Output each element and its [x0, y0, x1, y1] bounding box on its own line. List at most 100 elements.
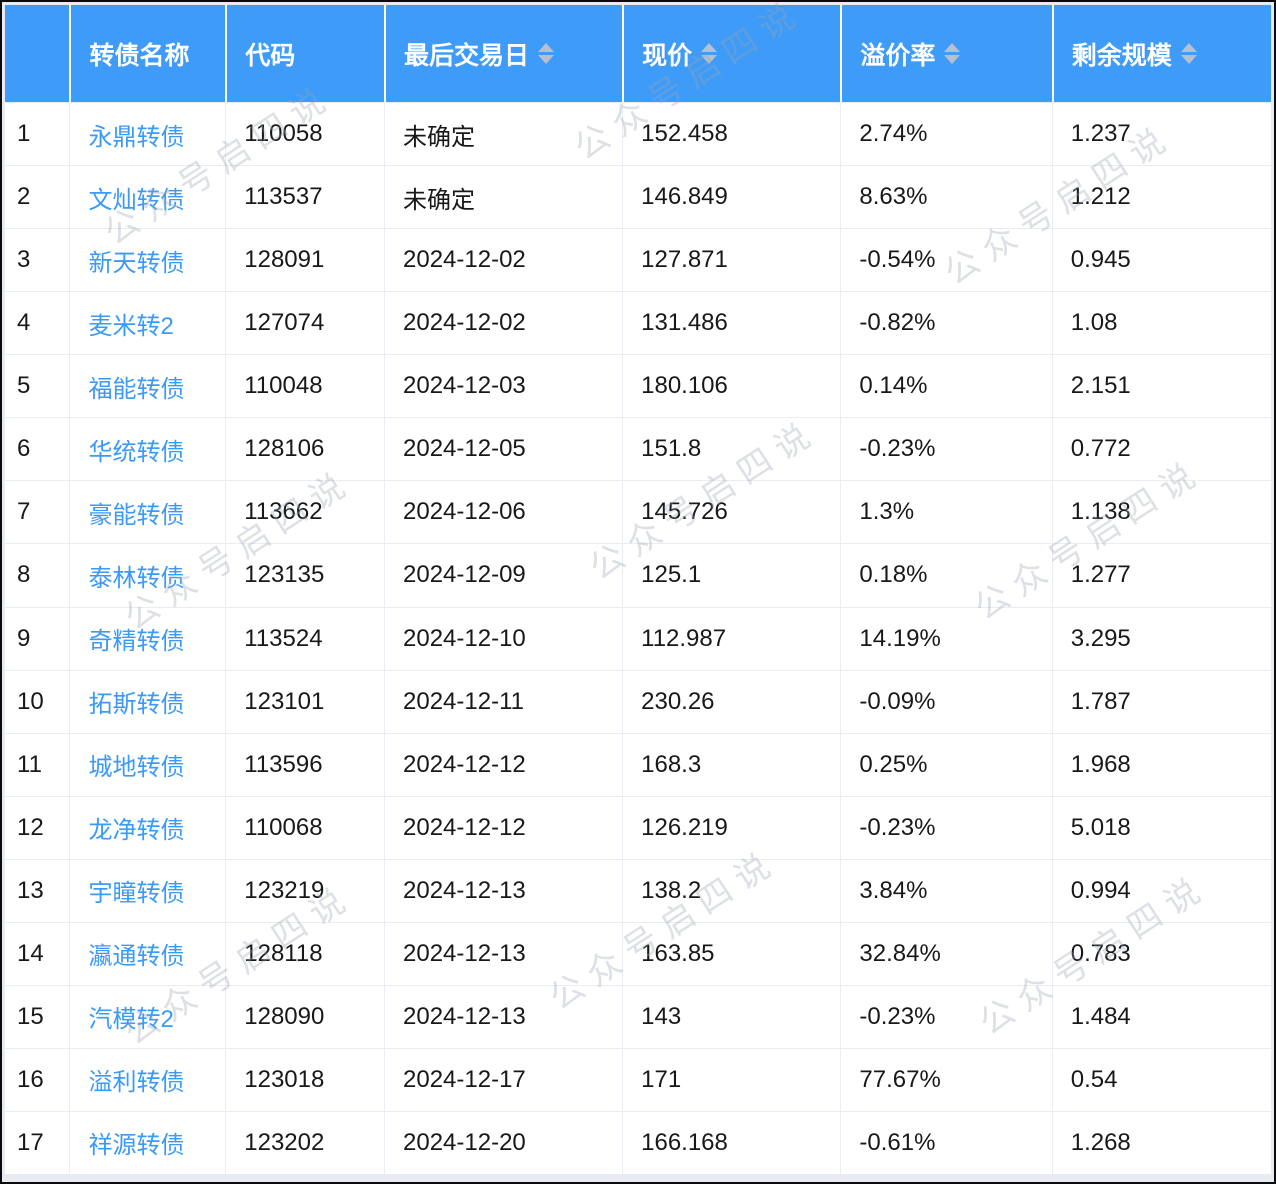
- cell-price: 143: [622, 984, 841, 1048]
- cell-index: 1: [5, 102, 70, 166]
- sort-desc-icon: [538, 55, 555, 65]
- sort-desc-icon: [944, 55, 961, 65]
- sort-asc-icon: [944, 43, 961, 53]
- cell-premium-rate: 8.63%: [840, 165, 1052, 229]
- cell-index: 10: [5, 669, 70, 733]
- cell-code: 110048: [225, 354, 384, 418]
- cell-bond-name[interactable]: 汽模转2: [69, 984, 226, 1048]
- cell-remaining-size: 0.783: [1051, 921, 1271, 985]
- cell-index: 17: [5, 1110, 70, 1174]
- cell-price: 138.2: [622, 858, 841, 922]
- cell-bond-name[interactable]: 麦米转2: [69, 291, 226, 355]
- cell-premium-rate: -0.23%: [840, 417, 1052, 481]
- cell-price: 146.849: [622, 165, 841, 229]
- column-header-label: 转债名称: [89, 41, 190, 70]
- cell-index: 3: [5, 228, 70, 292]
- cell-remaining-size: 0.994: [1051, 858, 1271, 922]
- cell-remaining-size: 0.54: [1051, 1047, 1271, 1111]
- cell-bond-name[interactable]: 瀛通转债: [69, 921, 226, 985]
- sort-arrows-icon[interactable]: [944, 43, 961, 65]
- cell-code: 128118: [225, 921, 384, 985]
- cell-bond-name[interactable]: 龙净转债: [69, 795, 226, 859]
- cell-remaining-size: 0.772: [1051, 417, 1271, 481]
- cell-code: 123135: [225, 543, 384, 607]
- cell-premium-rate: 1.3%: [840, 480, 1052, 544]
- cell-remaining-size: 1.268: [1051, 1110, 1271, 1174]
- cell-remaining-size: 1.277: [1051, 543, 1271, 607]
- cell-price: 125.1: [622, 543, 841, 607]
- cell-premium-rate: -0.54%: [840, 228, 1052, 292]
- cell-index: 4: [5, 291, 70, 355]
- cell-price: 127.871: [622, 228, 841, 292]
- cell-last-trade-date: 2024-12-11: [384, 669, 623, 733]
- cell-bond-name[interactable]: 泰林转债: [69, 543, 226, 607]
- cell-code: 128091: [225, 228, 384, 292]
- cell-index: 14: [5, 921, 70, 985]
- sort-arrows-icon[interactable]: [538, 43, 555, 65]
- cell-last-trade-date: 2024-12-10: [384, 606, 623, 670]
- column-header-remaining-size[interactable]: 剩余规模: [1051, 5, 1271, 103]
- cell-bond-name[interactable]: 新天转债: [69, 228, 226, 292]
- cell-code: 123101: [225, 669, 384, 733]
- cell-code: 110068: [225, 795, 384, 859]
- cell-bond-name[interactable]: 宇瞳转债: [69, 858, 226, 922]
- column-header-label: 代码: [245, 41, 296, 70]
- sort-asc-icon: [1180, 43, 1197, 53]
- cell-code: 113596: [225, 732, 384, 796]
- cell-remaining-size: 1.968: [1051, 732, 1271, 796]
- cell-last-trade-date: 2024-12-12: [384, 795, 623, 859]
- cell-remaining-size: 5.018: [1051, 795, 1271, 859]
- cell-premium-rate: 77.67%: [840, 1047, 1052, 1111]
- cell-bond-name[interactable]: 城地转债: [69, 732, 226, 796]
- cell-remaining-size: 1.484: [1051, 984, 1271, 1048]
- cell-bond-name[interactable]: 永鼎转债: [69, 102, 226, 166]
- cell-premium-rate: 32.84%: [840, 921, 1052, 985]
- cell-bond-name[interactable]: 祥源转债: [69, 1110, 226, 1174]
- cell-last-trade-date: 2024-12-05: [384, 417, 623, 481]
- cell-bond-name[interactable]: 豪能转债: [69, 480, 226, 544]
- column-header-last-trade-date[interactable]: 最后交易日: [384, 5, 623, 103]
- cell-remaining-size: 1.237: [1051, 102, 1271, 166]
- cell-bond-name[interactable]: 福能转债: [69, 354, 226, 418]
- cell-premium-rate: -0.61%: [840, 1110, 1052, 1174]
- cell-last-trade-date: 2024-12-09: [384, 543, 623, 607]
- cell-bond-name[interactable]: 溢利转债: [69, 1047, 226, 1111]
- cell-price: 180.106: [622, 354, 841, 418]
- cell-code: 110058: [225, 102, 384, 166]
- cell-code: 128106: [225, 417, 384, 481]
- column-header-price[interactable]: 现价: [622, 5, 841, 103]
- cell-remaining-size: 1.787: [1051, 669, 1271, 733]
- sort-arrows-icon[interactable]: [701, 43, 718, 65]
- cell-price: 152.458: [622, 102, 841, 166]
- cell-remaining-size: 3.295: [1051, 606, 1271, 670]
- column-header-name: 转债名称: [69, 5, 226, 103]
- sort-arrows-icon[interactable]: [1180, 43, 1197, 65]
- column-header-premium-rate[interactable]: 溢价率: [840, 5, 1052, 103]
- cell-bond-name[interactable]: 奇精转债: [69, 606, 226, 670]
- cell-index: 7: [5, 480, 70, 544]
- column-header-label: 最后交易日: [404, 41, 530, 70]
- cell-index: 2: [5, 165, 70, 229]
- cell-remaining-size: 2.151: [1051, 354, 1271, 418]
- cell-premium-rate: 3.84%: [840, 858, 1052, 922]
- cell-code: 128090: [225, 984, 384, 1048]
- cell-bond-name[interactable]: 华统转债: [69, 417, 226, 481]
- cell-price: 126.219: [622, 795, 841, 859]
- cell-price: 151.8: [622, 417, 841, 481]
- cell-code: 123018: [225, 1047, 384, 1111]
- cell-last-trade-date: 2024-12-13: [384, 858, 623, 922]
- cell-index: 16: [5, 1047, 70, 1111]
- cell-index: 11: [5, 732, 70, 796]
- cell-remaining-size: 1.212: [1051, 165, 1271, 229]
- cell-index: 8: [5, 543, 70, 607]
- cell-last-trade-date: 2024-12-06: [384, 480, 623, 544]
- cell-last-trade-date: 2024-12-13: [384, 984, 623, 1048]
- cell-last-trade-date: 2024-12-17: [384, 1047, 623, 1111]
- cell-price: 112.987: [622, 606, 841, 670]
- cell-bond-name[interactable]: 文灿转债: [69, 165, 226, 229]
- column-header-label: 现价: [642, 41, 693, 70]
- cell-premium-rate: 0.25%: [840, 732, 1052, 796]
- cell-bond-name[interactable]: 拓斯转债: [69, 669, 226, 733]
- cell-code: 127074: [225, 291, 384, 355]
